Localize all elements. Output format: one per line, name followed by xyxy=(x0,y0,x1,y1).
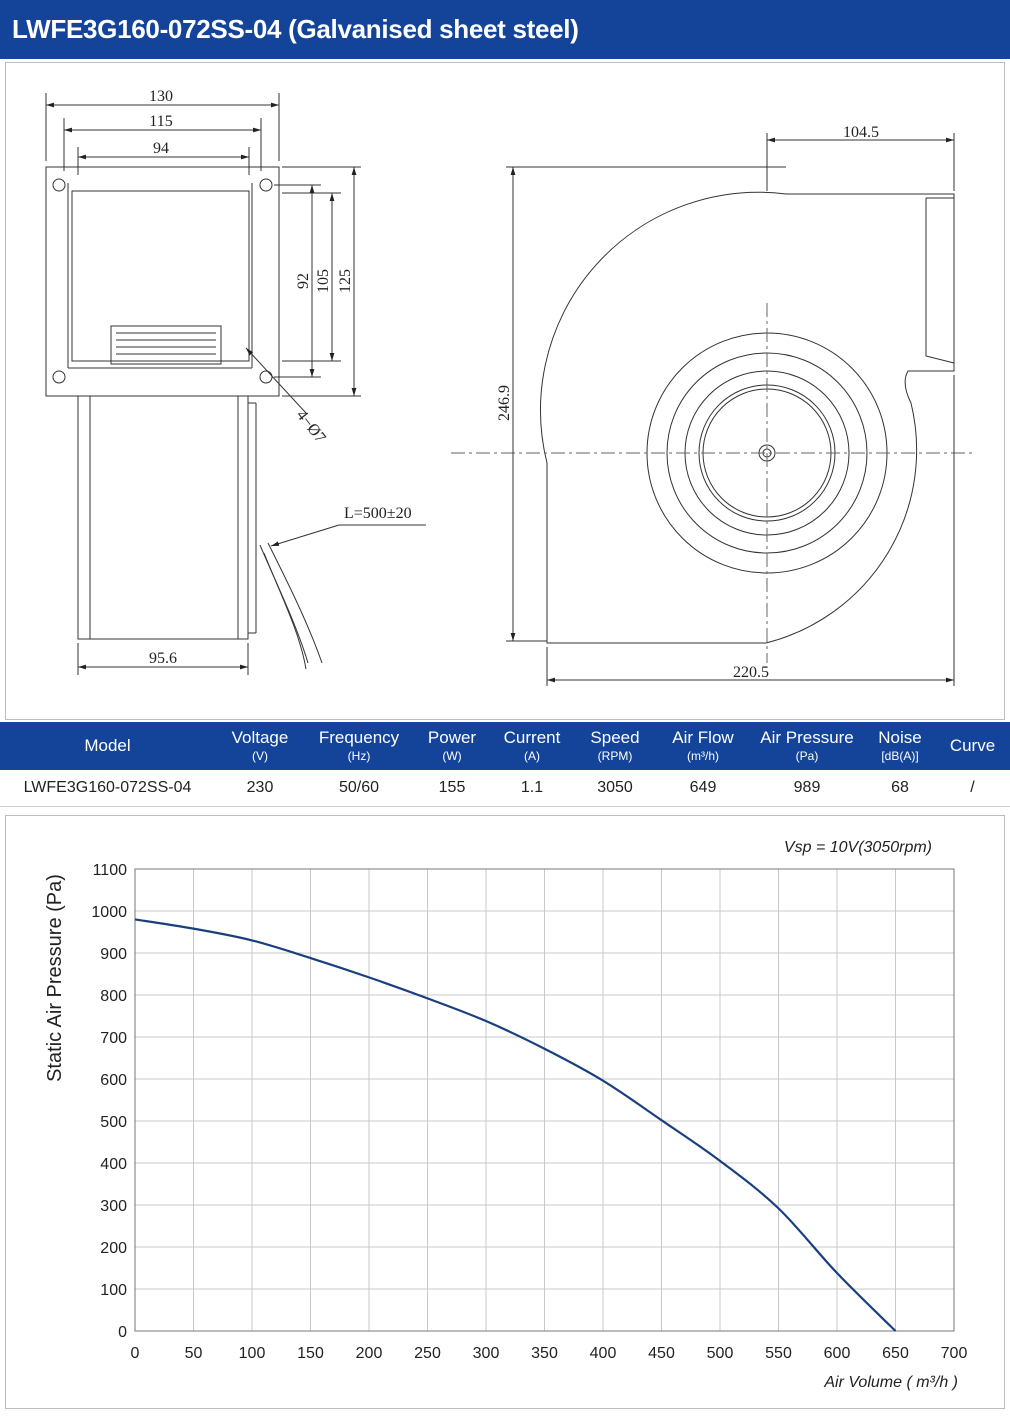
flange-outline xyxy=(45,166,280,397)
header-current: Current (A) xyxy=(491,722,573,770)
x-tick-label: 600 xyxy=(824,1345,851,1362)
cell-voltage: 230 xyxy=(215,770,305,807)
scroll-housing xyxy=(540,191,955,644)
y-tick-label: 900 xyxy=(100,946,127,963)
dim-246-9: 246.9 xyxy=(496,385,513,421)
x-tick-label: 650 xyxy=(882,1345,909,1362)
x-tick-label: 550 xyxy=(765,1345,792,1362)
y-tick-label: 1000 xyxy=(91,904,127,921)
cell-curve: / xyxy=(935,770,1010,807)
x-tick-label: 0 xyxy=(131,1345,140,1362)
cell-power: 155 xyxy=(413,770,491,807)
dim-holes: 4−Ø7 xyxy=(293,407,329,446)
header-frequency: Frequency (Hz) xyxy=(305,722,413,770)
cell-frequency: 50/60 xyxy=(305,770,413,807)
dim-125: 125 xyxy=(337,269,354,293)
y-tick-label: 600 xyxy=(100,1072,127,1089)
header-air-pressure: Air Pressure (Pa) xyxy=(749,722,865,770)
dim-94: 94 xyxy=(153,140,169,157)
header-voltage: Voltage (V) xyxy=(215,722,305,770)
header-model: Model xyxy=(0,722,215,770)
technical-drawing-svg: 130 115 94 92 105 125 4−Ø7 L=500±20 95.6… xyxy=(45,88,974,686)
y-tick-label: 1100 xyxy=(93,862,128,879)
y-axis-label: Static Air Pressure (Pa) xyxy=(44,874,66,1082)
dim-105: 105 xyxy=(315,269,332,293)
x-tick-label: 350 xyxy=(531,1345,558,1362)
y-tick-label: 100 xyxy=(100,1282,127,1299)
header-curve: Curve xyxy=(935,722,1010,770)
y-tick-label: 400 xyxy=(100,1156,127,1173)
x-tick-label: 100 xyxy=(239,1345,266,1362)
spec-table: Model Voltage (V) Frequency (Hz) Power (W) … xyxy=(0,722,1010,807)
chart-svg: 0 50 100 150 200 250 300 350 400 450 500 550 600 650 7… xyxy=(44,839,968,1391)
mount-hole xyxy=(52,370,66,384)
dim-cable-length: L=500±20 xyxy=(344,505,412,522)
y-tick-label: 200 xyxy=(100,1240,127,1257)
series-line xyxy=(134,918,897,1332)
spec-header-row: Model Voltage (V) Frequency (Hz) Power (W) … xyxy=(0,722,1010,770)
speed-annotation: Vsp = 10V(3050rpm) xyxy=(784,839,932,856)
header-power: Power (W) xyxy=(413,722,491,770)
header-noise: Noise [dB(A)] xyxy=(865,722,935,770)
dim-92: 92 xyxy=(295,273,312,289)
mount-hole xyxy=(52,178,66,192)
x-tick-label: 50 xyxy=(185,1345,203,1362)
dimension-drawing: 130 115 94 92 105 125 4−Ø7 L=500±20 95.6… xyxy=(5,62,1005,720)
performance-chart: 0 50 100 150 200 250 300 350 400 450 500 550 600 650 7… xyxy=(5,815,1005,1409)
impeller-blades xyxy=(110,325,222,365)
dim-95-6: 95.6 xyxy=(149,650,177,667)
y-tick-label: 300 xyxy=(100,1198,127,1215)
x-tick-label: 450 xyxy=(648,1345,675,1362)
y-tick-label: 500 xyxy=(100,1114,127,1131)
y-tick-label: 800 xyxy=(100,988,127,1005)
x-axis-label: Air Volume ( m³/h ) xyxy=(823,1374,958,1391)
x-tick-label: 500 xyxy=(707,1345,734,1362)
x-tick-label: 400 xyxy=(590,1345,617,1362)
cell-noise: 68 xyxy=(865,770,935,807)
table-row: LWFE3G160-072SS-04 230 50/60 155 1.1 305… xyxy=(0,770,1010,807)
mount-hole xyxy=(259,178,273,192)
cell-air-pressure: 989 xyxy=(749,770,865,807)
header-air-flow: Air Flow (m³/h) xyxy=(657,722,749,770)
dim-220-5: 220.5 xyxy=(733,664,769,681)
dim-104-5: 104.5 xyxy=(843,124,879,141)
mount-hole xyxy=(259,370,273,384)
x-tick-label: 700 xyxy=(941,1345,968,1362)
x-tick-label: 200 xyxy=(356,1345,383,1362)
y-tick-label: 700 xyxy=(100,1030,127,1047)
housing-side xyxy=(77,395,249,640)
cell-model: LWFE3G160-072SS-04 xyxy=(0,770,215,807)
x-tick-label: 300 xyxy=(473,1345,500,1362)
cell-air-flow: 649 xyxy=(657,770,749,807)
x-tick-label: 250 xyxy=(414,1345,441,1362)
outlet-opening xyxy=(71,190,250,362)
cell-speed: 3050 xyxy=(573,770,657,807)
page-header: LWFE3G160-072SS-04 (Galvanised sheet ste… xyxy=(0,0,1010,59)
dim-115: 115 xyxy=(149,113,172,130)
y-tick-label: 0 xyxy=(118,1324,127,1341)
header-speed: Speed (RPM) xyxy=(573,722,657,770)
dim-130: 130 xyxy=(149,88,173,105)
cell-current: 1.1 xyxy=(491,770,573,807)
x-tick-label: 150 xyxy=(297,1345,324,1362)
page-title: LWFE3G160-072SS-04 (Galvanised sheet ste… xyxy=(12,14,579,44)
plot-frame xyxy=(134,868,955,1332)
